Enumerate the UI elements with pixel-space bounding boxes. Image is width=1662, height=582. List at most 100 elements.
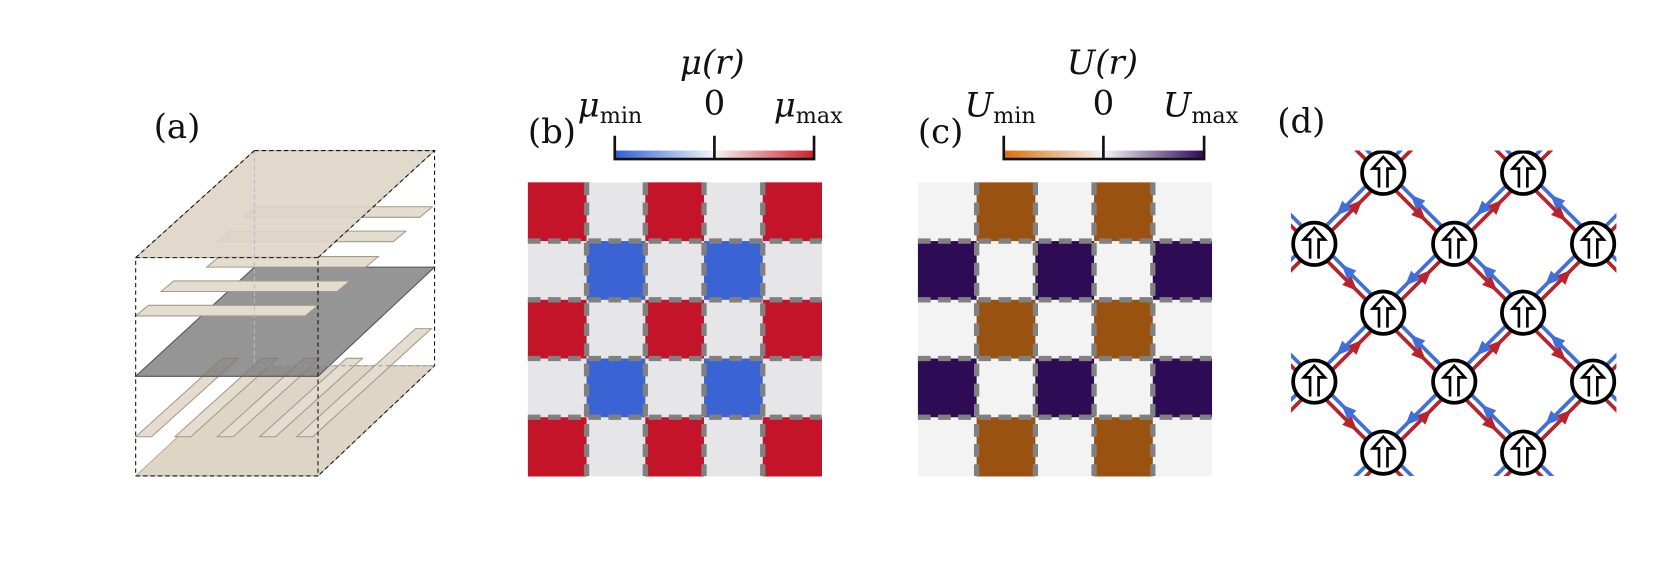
- bond-arrow: [1476, 61, 1491, 76]
- bond-arrow: [1411, 486, 1426, 501]
- spin-arrow: [1509, 154, 1537, 188]
- cell: [917, 417, 978, 477]
- bond-arrow: [1411, 345, 1427, 361]
- bond-arrow: [1265, 271, 1280, 286]
- bond-arrow: [1550, 194, 1566, 210]
- spin-site: [1431, 358, 1478, 405]
- cell: [762, 358, 822, 418]
- bond-arrow: [1342, 275, 1358, 291]
- spin-site: [1360, 289, 1407, 336]
- bond-arrow: [1347, 199, 1363, 215]
- bond-arrow: [1270, 475, 1285, 490]
- spin-arrow: [1300, 225, 1328, 259]
- bond-arrow: [1476, 200, 1492, 216]
- bond-arrow: [1482, 556, 1497, 571]
- cell: [1035, 299, 1095, 360]
- bond-arrow: [1622, 416, 1637, 431]
- colorbar-min: μmin: [578, 86, 643, 129]
- bond-arrow: [1481, 544, 1496, 559]
- bond-arrow: [1481, 404, 1497, 420]
- bond-arrow: [1545, 270, 1560, 286]
- cell: [1152, 299, 1213, 360]
- panel-b: (b) μ(r) μmin 0 μmax: [527, 43, 843, 477]
- spin-arrow: [1369, 434, 1397, 468]
- cell: [762, 182, 822, 242]
- bond-arrow: [1621, 544, 1636, 559]
- bond-arrow: [1341, 264, 1357, 280]
- cell: [1152, 417, 1213, 477]
- spin-site: [1500, 150, 1547, 196]
- colorbar-frame: [613, 135, 816, 161]
- cell: [1152, 358, 1213, 418]
- bond-arrow: [1347, 60, 1362, 75]
- bond-arrow: [1621, 265, 1636, 280]
- colorbar-frame: [1002, 135, 1206, 161]
- bond-arrow: [1342, 415, 1358, 431]
- bond: [1597, 520, 1662, 582]
- bond-arrow: [1410, 474, 1414, 476]
- panel-label: (a): [154, 107, 201, 146]
- cell: [1035, 417, 1095, 477]
- bond-arrow: [1291, 269, 1292, 271]
- cell: [586, 299, 646, 360]
- bond-arrow: [1482, 415, 1498, 431]
- bond: [1592, 30, 1662, 100]
- spin-site: [1360, 429, 1407, 476]
- bond-arrow: [1202, 544, 1217, 559]
- bond-arrow: [1622, 556, 1637, 571]
- bond: [1452, 30, 1522, 100]
- cell: [645, 358, 705, 418]
- cell: [527, 417, 588, 477]
- bond-arrow: [1476, 481, 1491, 496]
- cell: [1035, 241, 1095, 301]
- spin-arrow: [1440, 363, 1468, 397]
- bond: [1452, 525, 1522, 582]
- checkerboard: [917, 182, 1213, 477]
- bond-arrow: [1265, 411, 1280, 426]
- bond-arrow: [1405, 131, 1420, 146]
- bond-arrow: [1496, 150, 1498, 151]
- bond-arrow: [1271, 486, 1286, 501]
- spin-arrow: [1300, 363, 1328, 397]
- cell: [586, 417, 646, 477]
- box-outline: [135, 150, 436, 477]
- bond-arrow: [1416, 130, 1431, 145]
- spin-arrow: [1509, 294, 1537, 328]
- colorbar-min: Umin: [965, 86, 1036, 129]
- bond-arrow: [1208, 60, 1223, 75]
- bond-arrow: [1336, 340, 1352, 356]
- cell: [704, 417, 764, 477]
- bond: [1177, 520, 1247, 582]
- cell: [1094, 182, 1154, 242]
- bond-arrow: [1416, 269, 1432, 285]
- bond-arrow: [1487, 480, 1502, 495]
- bond-arrow: [1481, 125, 1496, 140]
- bond-arrow: [1336, 481, 1351, 496]
- bond: [1317, 520, 1387, 582]
- bond-arrow: [1627, 480, 1642, 495]
- cell: [917, 182, 978, 242]
- panel-a: (a): [134, 107, 436, 477]
- bond: [1172, 525, 1242, 582]
- bond-arrow: [1291, 409, 1292, 411]
- bond-arrow: [1622, 136, 1637, 151]
- bond-arrow: [1411, 205, 1427, 221]
- cell: [1152, 241, 1213, 301]
- spin-arrow: [1579, 363, 1607, 397]
- cell: [976, 182, 1036, 242]
- bond: [1597, 455, 1662, 525]
- panel-label: (c): [918, 112, 963, 151]
- spin-site: [1431, 220, 1478, 267]
- bond: [1312, 525, 1382, 582]
- bond-arrow: [1616, 61, 1631, 76]
- checkerboard: [527, 182, 822, 477]
- bond-arrow: [1476, 340, 1492, 356]
- bond: [1592, 450, 1662, 520]
- cell: [645, 182, 705, 242]
- cell: [1094, 417, 1154, 477]
- cell: [527, 299, 588, 360]
- bond-arrow: [1551, 486, 1566, 501]
- colorbar-title: U(r): [1067, 43, 1138, 82]
- bond-arrow: [1616, 354, 1617, 356]
- bond-arrow: [1341, 125, 1356, 140]
